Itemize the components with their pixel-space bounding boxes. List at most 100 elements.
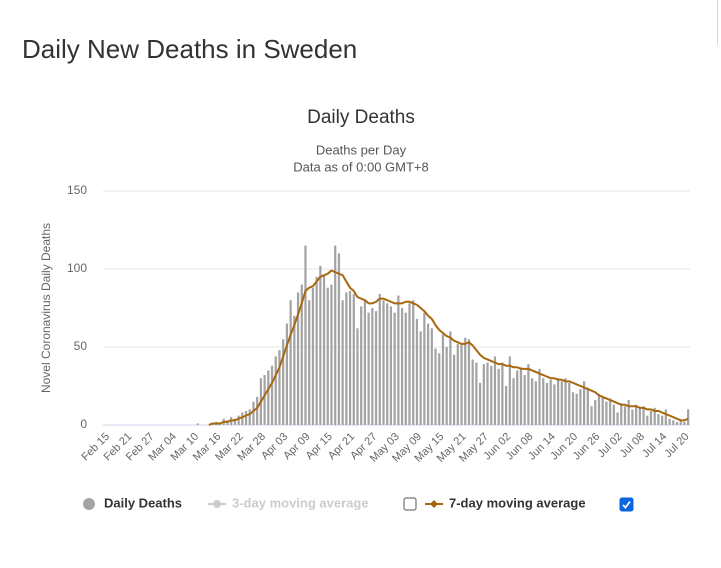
bar <box>308 300 311 425</box>
legend-label[interactable]: 3-day moving average <box>232 495 369 510</box>
bar <box>638 407 641 425</box>
bar <box>419 331 422 425</box>
bar <box>278 350 281 425</box>
bar <box>371 308 374 425</box>
bar <box>441 334 445 425</box>
moving-average-line <box>208 269 689 426</box>
bar <box>519 367 523 425</box>
bar <box>512 378 515 425</box>
y-tick-label: 0 <box>80 417 87 431</box>
bar <box>315 276 318 425</box>
y-tick-label: 50 <box>74 339 88 353</box>
bar <box>348 290 352 425</box>
bar <box>661 415 664 425</box>
bar <box>360 306 363 425</box>
bar <box>486 362 489 425</box>
legend-marker <box>83 498 95 510</box>
bar <box>642 406 645 425</box>
x-tick-label: Jul 02 <box>595 431 624 460</box>
bar <box>501 362 504 425</box>
bar <box>256 396 259 425</box>
bar <box>620 403 623 425</box>
bar <box>579 389 582 425</box>
bar <box>683 421 686 425</box>
page-title: Daily New Deaths in Sweden <box>22 34 357 64</box>
bar <box>490 365 493 425</box>
bar <box>612 404 615 425</box>
bar <box>423 312 426 425</box>
bar <box>452 354 456 425</box>
bar <box>270 365 274 425</box>
bar <box>285 323 289 425</box>
x-tick-label: Jul 08 <box>618 431 647 460</box>
bar <box>542 378 545 425</box>
bar <box>363 300 367 425</box>
checkbox[interactable] <box>619 497 634 512</box>
checkbox[interactable] <box>403 497 417 511</box>
bar <box>504 386 508 425</box>
bar <box>241 412 244 425</box>
bar <box>456 343 459 425</box>
bar <box>434 348 437 425</box>
bar <box>534 381 537 425</box>
chart-subtitle: Data as of 0:00 GMT+8 <box>293 159 428 174</box>
bar <box>672 420 675 425</box>
bar <box>445 347 448 425</box>
bar <box>586 387 589 425</box>
bar <box>601 396 604 425</box>
bar <box>523 375 526 425</box>
bar <box>252 401 255 425</box>
bar <box>687 409 690 425</box>
bar <box>575 393 578 425</box>
bar <box>426 323 430 425</box>
bar <box>590 406 593 425</box>
bar <box>668 418 671 425</box>
bar <box>386 303 389 425</box>
bar <box>545 382 549 425</box>
bar <box>583 381 586 425</box>
bar <box>304 245 307 425</box>
bar <box>530 378 534 425</box>
y-tick-label: 150 <box>67 183 87 197</box>
bar <box>631 409 634 425</box>
bar <box>300 284 303 425</box>
bar <box>635 404 638 425</box>
bar <box>289 300 292 425</box>
bar <box>609 398 612 425</box>
legend-marker <box>430 500 438 508</box>
bar <box>374 311 378 425</box>
x-tick-label: Jul 20 <box>662 431 691 460</box>
bar <box>564 378 567 425</box>
legend-label[interactable]: Daily Deaths <box>104 495 182 510</box>
bar <box>497 368 500 425</box>
bar <box>378 293 381 425</box>
bar <box>408 303 411 425</box>
bar <box>464 337 467 425</box>
bar <box>382 300 385 425</box>
bar <box>282 339 285 425</box>
bar <box>597 393 601 425</box>
bar <box>467 339 471 425</box>
legend-marker <box>213 500 221 508</box>
bar <box>657 414 660 425</box>
bar <box>623 406 627 425</box>
bar <box>508 356 511 425</box>
bar <box>616 412 619 425</box>
bar <box>594 400 597 425</box>
bar <box>397 295 400 425</box>
bar <box>311 287 315 425</box>
bar <box>516 370 519 425</box>
bar <box>296 292 300 425</box>
bar <box>319 265 322 425</box>
legend-label[interactable]: 7-day moving average <box>449 495 586 510</box>
bar <box>237 415 240 425</box>
bar <box>244 410 248 425</box>
bar <box>412 300 415 425</box>
bar <box>568 382 571 425</box>
bar <box>560 381 563 425</box>
bar <box>267 370 270 425</box>
chart-subtitle: Deaths per Day <box>316 142 407 157</box>
bar <box>196 423 199 425</box>
bar <box>352 293 355 425</box>
bar <box>248 409 251 425</box>
